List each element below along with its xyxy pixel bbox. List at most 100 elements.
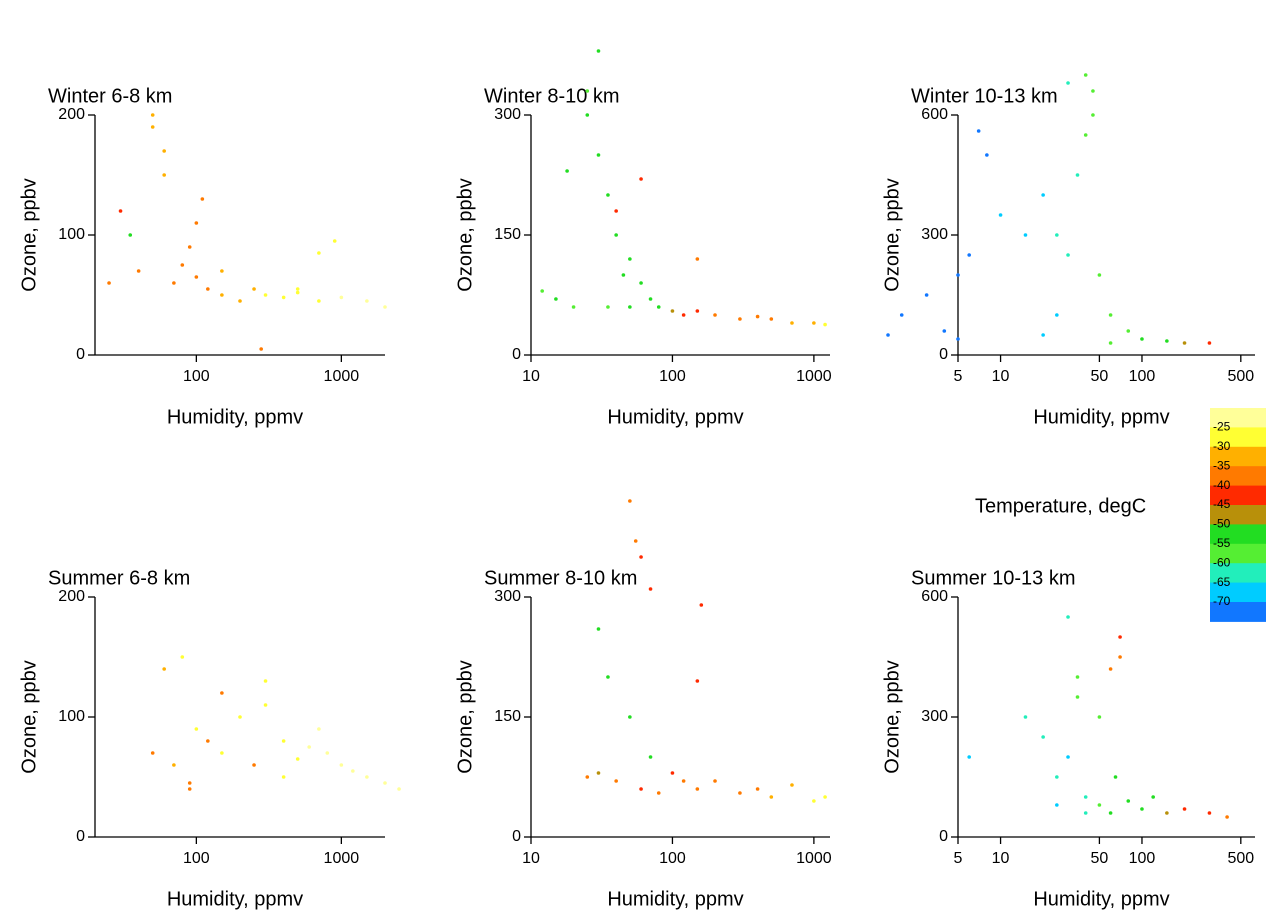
data-point xyxy=(1118,635,1122,639)
data-point xyxy=(180,263,185,267)
data-point xyxy=(1055,313,1059,317)
x-axis-label: Humidity, ppmv xyxy=(167,406,303,428)
data-point xyxy=(1108,313,1113,317)
data-point xyxy=(924,293,929,297)
data-point xyxy=(1055,233,1059,237)
data-point xyxy=(295,757,300,761)
data-point xyxy=(695,679,700,683)
y-tick-label: 300 xyxy=(921,226,948,243)
data-point xyxy=(220,691,224,695)
data-point xyxy=(628,499,632,503)
data-point xyxy=(162,149,166,153)
data-point xyxy=(317,299,321,303)
x-tick-label: 5 xyxy=(954,368,963,385)
data-point xyxy=(339,295,344,300)
x-tick-label: 500 xyxy=(1227,850,1254,867)
data-point xyxy=(281,775,286,779)
data-point xyxy=(194,727,199,731)
colorbar-swatch xyxy=(1210,563,1266,584)
x-tick-label: 10 xyxy=(522,850,540,867)
panel-title: Summer 6-8 km xyxy=(48,567,190,589)
data-point xyxy=(565,169,569,173)
data-point xyxy=(681,779,686,783)
data-point xyxy=(1097,715,1102,719)
data-point xyxy=(713,313,717,317)
data-point xyxy=(823,795,827,799)
x-tick-label: 1000 xyxy=(796,850,832,867)
data-point xyxy=(656,305,661,309)
colorbar-tick-label: -45 xyxy=(1213,497,1231,511)
data-point xyxy=(606,193,610,197)
data-point xyxy=(397,787,401,791)
colorbar-swatch xyxy=(1210,524,1266,545)
data-point xyxy=(1140,337,1144,341)
data-point xyxy=(621,273,626,277)
x-axis-label: Humidity, ppmv xyxy=(607,888,743,910)
x-tick-label: 1000 xyxy=(796,368,832,385)
data-point xyxy=(1140,807,1144,811)
data-point xyxy=(648,755,653,759)
x-tick-label: 50 xyxy=(1091,368,1109,385)
data-point xyxy=(187,245,192,249)
data-point xyxy=(187,787,192,791)
data-point xyxy=(985,153,989,157)
data-point xyxy=(1118,655,1122,659)
x-axis-label: Humidity, ppmv xyxy=(1033,888,1169,910)
x-tick-label: 100 xyxy=(1129,850,1156,867)
y-tick-label: 300 xyxy=(494,106,521,123)
data-point xyxy=(1083,133,1088,137)
y-tick-label: 150 xyxy=(494,708,521,725)
data-point xyxy=(1066,755,1070,759)
data-point xyxy=(585,113,590,117)
data-point xyxy=(1165,811,1169,815)
data-point xyxy=(738,791,742,795)
data-point xyxy=(942,329,947,333)
y-axis-label: Ozone, ppbv xyxy=(454,660,476,773)
data-point xyxy=(1066,253,1070,257)
data-point xyxy=(1108,667,1113,671)
data-point xyxy=(769,317,774,321)
data-point xyxy=(194,275,199,279)
y-axis-label: Ozone, ppbv xyxy=(18,178,40,291)
data-point xyxy=(713,779,717,783)
data-point xyxy=(790,783,794,787)
colorbar-swatch xyxy=(1210,505,1266,525)
data-point xyxy=(1091,89,1095,93)
data-point xyxy=(1075,695,1080,699)
data-point xyxy=(281,739,286,743)
colorbar-tick-label: -70 xyxy=(1213,594,1231,608)
data-point xyxy=(670,309,675,313)
data-point xyxy=(812,321,816,325)
data-point xyxy=(790,321,794,325)
panel-title: Summer 8-10 km xyxy=(484,567,637,589)
colorbar-tick-label: -60 xyxy=(1213,555,1231,569)
data-point xyxy=(695,309,700,313)
colorbar-swatch xyxy=(1210,543,1266,564)
colorbar-swatch xyxy=(1210,446,1266,467)
data-point xyxy=(1066,81,1070,85)
colorbar-tick-label: -40 xyxy=(1213,478,1231,492)
data-point xyxy=(956,337,960,341)
data-point xyxy=(695,787,700,791)
data-point xyxy=(648,297,653,301)
y-axis-label: Ozone, ppbv xyxy=(881,660,903,773)
data-point xyxy=(1097,803,1102,807)
data-point xyxy=(128,233,133,237)
data-point xyxy=(118,209,123,213)
data-point xyxy=(351,769,355,773)
x-tick-label: 100 xyxy=(1129,368,1156,385)
data-point xyxy=(1083,811,1088,815)
y-tick-label: 200 xyxy=(58,588,85,605)
data-point xyxy=(606,305,610,309)
x-tick-label: 100 xyxy=(659,368,686,385)
data-point xyxy=(1097,273,1102,277)
data-point xyxy=(699,603,704,607)
data-point xyxy=(585,775,590,779)
x-tick-label: 500 xyxy=(1227,368,1254,385)
data-point xyxy=(1066,615,1070,619)
data-point xyxy=(1182,341,1187,345)
data-point xyxy=(1075,675,1080,679)
data-point xyxy=(738,317,742,321)
data-point xyxy=(317,251,321,255)
data-point xyxy=(365,299,369,303)
